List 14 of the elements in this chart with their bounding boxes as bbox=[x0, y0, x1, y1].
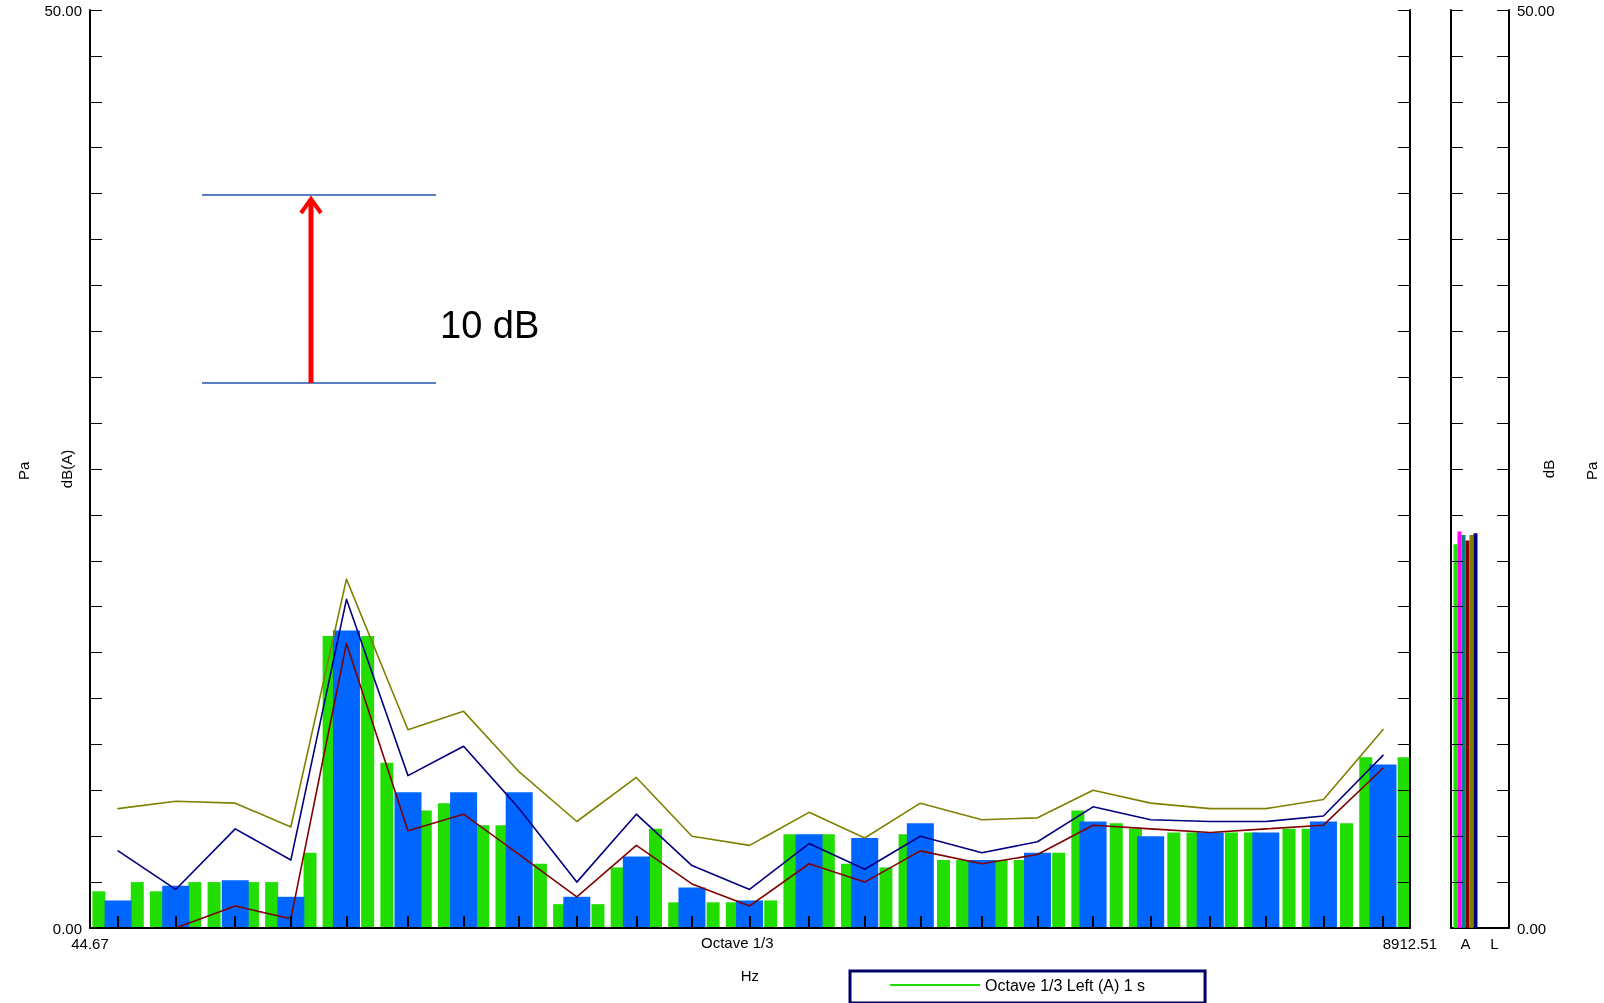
x-tick-label: 8912.51 bbox=[1382, 935, 1438, 952]
x-tick-label: L bbox=[1490, 935, 1499, 952]
y2-axis-title: dB bbox=[1540, 459, 1557, 479]
y2-tick-label: 0.00 bbox=[1517, 919, 1547, 937]
x-tick-label: A bbox=[1460, 935, 1471, 952]
annotation: 10 dB bbox=[440, 304, 540, 346]
x-tick-label: 44.67 bbox=[71, 935, 109, 952]
text: Octave 1/3 Left (A) 1 s bbox=[985, 976, 1146, 994]
y2-tick-label: 50.00 bbox=[1517, 1, 1555, 19]
y-axis-title: dB(A) bbox=[58, 449, 75, 489]
text: Pa bbox=[1583, 461, 1600, 480]
x-axis-title: Hz bbox=[740, 967, 760, 984]
text: Octave 1/3 bbox=[701, 934, 774, 951]
text: Pa bbox=[15, 461, 32, 480]
